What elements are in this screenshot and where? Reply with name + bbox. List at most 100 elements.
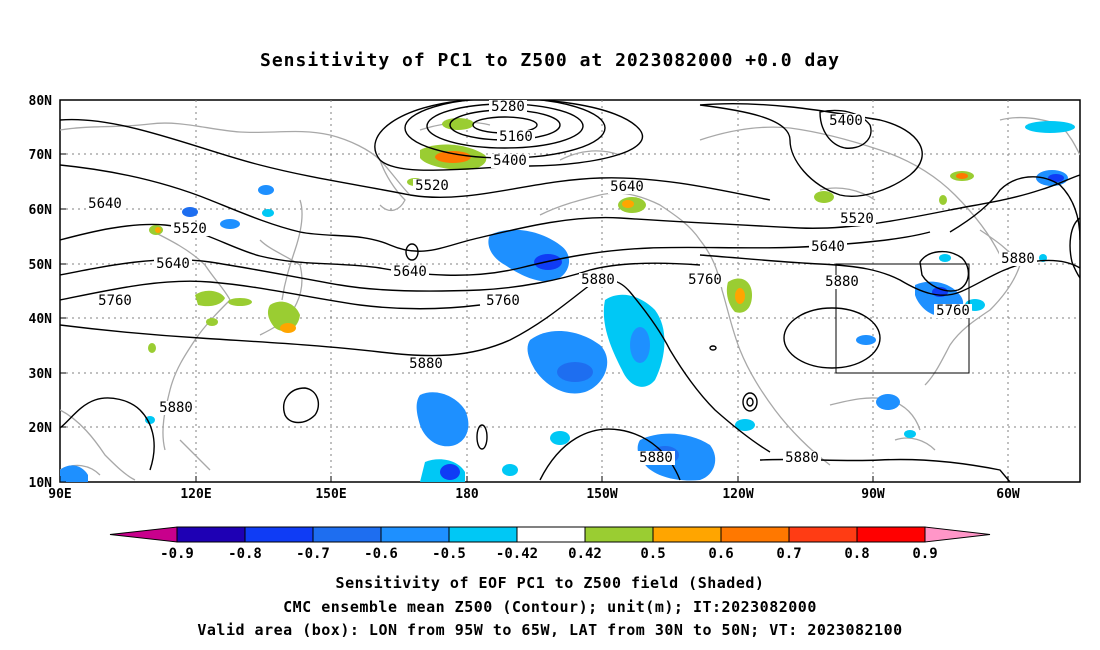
colorbar: -0.9 -0.8 -0.7 -0.6 -0.5 -0.42 0.42 0.5 0.6 0.7 0.…	[109, 526, 991, 562]
contour-label: 5880	[639, 450, 673, 466]
colorbar-swatch	[448, 526, 518, 543]
colorbar-label: 0.42	[568, 546, 602, 562]
contour-label-bg	[783, 451, 821, 465]
contour-label: 5520	[840, 211, 874, 227]
lon-label: 150W	[586, 487, 617, 502]
colorbar-label: -0.5	[432, 546, 466, 562]
contour-label-bg	[934, 304, 972, 318]
caption-shaded: Sensitivity of EOF PC1 to Z500 field (Sh…	[335, 574, 765, 592]
contour-label-bg	[154, 257, 192, 271]
contour-label: 5640	[393, 264, 427, 280]
lat-label: 10N	[29, 476, 53, 491]
colorbar-label: -0.6	[364, 546, 398, 562]
contour-label-bg	[823, 275, 861, 289]
contour-label-bg	[484, 294, 522, 308]
lon-label: 60W	[996, 487, 1020, 502]
contour-label-bg	[999, 252, 1037, 266]
lon-label: 120E	[180, 487, 211, 502]
contour-label: 5760	[936, 303, 970, 319]
contour-label-bg	[86, 197, 124, 211]
contour-label-bg	[497, 130, 535, 144]
colorbar-swatch	[380, 526, 450, 543]
contour-label: 5640	[156, 256, 190, 272]
contour-label-bg	[686, 273, 724, 287]
contour-label: 5880	[409, 356, 443, 372]
latitude-labels: 80N 70N 60N 50N 40N 30N 20N 10N	[29, 94, 66, 491]
colorbar-swatch	[788, 526, 858, 543]
colorbar-swatch	[312, 526, 382, 543]
colorbar-swatch	[516, 526, 586, 543]
lat-label: 50N	[29, 258, 53, 273]
contour-label: 5880	[581, 272, 615, 288]
contour-label: 5160	[499, 129, 533, 145]
contour-label-bg	[579, 273, 617, 287]
contour-label: 5400	[493, 153, 527, 169]
colorbar-label: 0.5	[640, 546, 665, 562]
lon-label: 90W	[861, 487, 885, 502]
colorbar-swatch	[720, 526, 790, 543]
contour-label-bg	[491, 154, 529, 168]
contour-label-bg	[827, 114, 865, 128]
map-title: Sensitivity of PC1 to Z500 at 2023082000…	[259, 50, 840, 71]
contour-label: 5880	[825, 274, 859, 290]
lat-label: 70N	[29, 148, 53, 163]
lon-label: 120W	[722, 487, 753, 502]
colorbar-swatch	[856, 526, 926, 543]
lat-label: 20N	[29, 421, 53, 436]
contour-label: 5760	[98, 293, 132, 309]
colorbar-label: 0.9	[912, 546, 937, 562]
contour-label-bg	[809, 240, 847, 254]
contour-label: 5640	[610, 179, 644, 195]
colorbar-label: 0.6	[708, 546, 733, 562]
colorbar-right-arrow	[924, 526, 991, 543]
colorbar-swatch	[652, 526, 722, 543]
colorbar-label: 0.8	[844, 546, 869, 562]
contour-label: 5400	[829, 113, 863, 129]
contour-label: 5760	[688, 272, 722, 288]
lon-label: 150E	[315, 487, 346, 502]
colorbar-swatch	[584, 526, 654, 543]
lat-label: 80N	[29, 94, 53, 109]
contour-label-bg	[489, 100, 527, 114]
contour-label-bg	[608, 180, 646, 194]
valid-area-box	[835, 263, 970, 374]
lat-label: 40N	[29, 312, 53, 327]
contour-label-bg	[171, 222, 209, 236]
colorbar-label: -0.7	[296, 546, 330, 562]
contour-label-bg	[637, 451, 675, 465]
contour-label: 5640	[88, 196, 122, 212]
contour-label: 5640	[811, 239, 845, 255]
contour-label-bg	[96, 294, 134, 308]
contour-label: 5880	[785, 450, 819, 466]
contour-label: 5880	[159, 400, 193, 416]
contour-label-bg	[838, 212, 876, 226]
caption-contour: CMC ensemble mean Z500 (Contour); unit(m…	[283, 598, 817, 616]
lat-label: 60N	[29, 203, 53, 218]
caption-valid-area: Valid area (box): LON from 95W to 65W, L…	[197, 621, 903, 639]
map-frame	[59, 99, 1081, 483]
colorbar-label: -0.8	[228, 546, 262, 562]
contour-label: 5760	[486, 293, 520, 309]
contour-label: 5880	[1001, 251, 1035, 267]
colorbar-label: 0.7	[776, 546, 801, 562]
lon-label: 180	[455, 487, 479, 502]
lat-label: 30N	[29, 367, 53, 382]
longitude-labels: 90E 120E 150E 180 150W 120W 90W 60W	[48, 476, 1020, 502]
colorbar-swatch	[244, 526, 314, 543]
contour-label-bg	[391, 265, 429, 279]
z500-contours	[60, 100, 1080, 482]
contour-label-bg	[157, 401, 195, 415]
contour-label: 5280	[491, 99, 525, 115]
coastlines	[60, 116, 1080, 481]
colorbar-label: -0.42	[496, 546, 538, 562]
colorbar-swatch	[176, 526, 246, 543]
contour-label-bg	[413, 179, 451, 193]
contour-label-group: 5280 5160 5400 5520 5400 5640 5640 5520 5640 5640…	[86, 99, 1037, 466]
contour-label: 5520	[173, 221, 207, 237]
contour-label-bg	[407, 357, 445, 371]
colorbar-left-arrow	[109, 526, 178, 543]
lon-label: 90E	[48, 487, 71, 502]
contour-label: 5520	[415, 178, 449, 194]
colorbar-label: -0.9	[160, 546, 194, 562]
